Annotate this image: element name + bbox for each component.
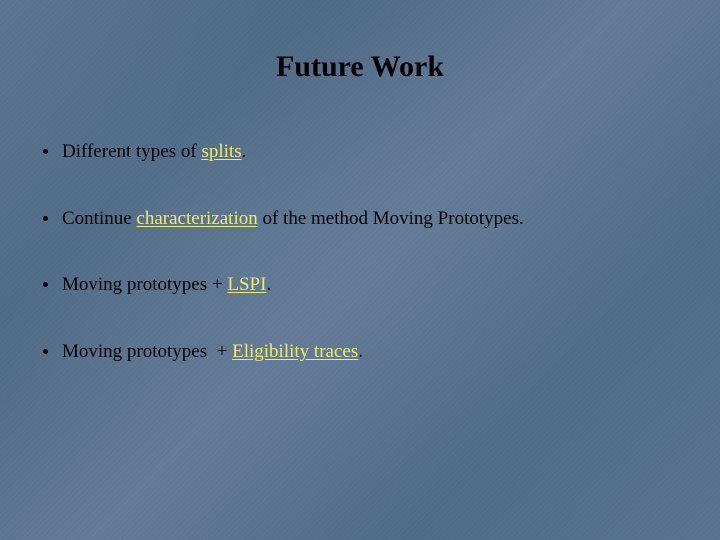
bullet-text: . [358, 341, 363, 362]
bullet-item: Continue characterization of the method … [40, 207, 680, 232]
bullet-item: Different types of splits. [40, 140, 680, 165]
highlight-text: LSPI [227, 274, 266, 295]
bullet-item: Moving prototypes + LSPI. [40, 273, 680, 298]
bullet-item: Moving prototypes + Eligibility traces. [40, 340, 680, 365]
highlight-text: splits [201, 141, 241, 162]
bullet-text: Moving prototypes + [62, 274, 227, 295]
slide-title: Future Work [0, 50, 720, 84]
bullet-text: . [266, 274, 271, 295]
bullet-text: . [242, 141, 247, 162]
bullet-list: Different types of splits. Continue char… [40, 140, 680, 407]
bullet-text: of the method Moving Prototypes. [258, 208, 524, 229]
bullet-text: Different types of [62, 141, 201, 162]
slide: Future Work Different types of splits. C… [0, 0, 720, 540]
highlight-text: characterization [136, 208, 257, 229]
bullet-text: Moving prototypes + [62, 341, 232, 362]
highlight-text: Eligibility traces [232, 341, 358, 362]
bullet-text: Continue [62, 208, 136, 229]
